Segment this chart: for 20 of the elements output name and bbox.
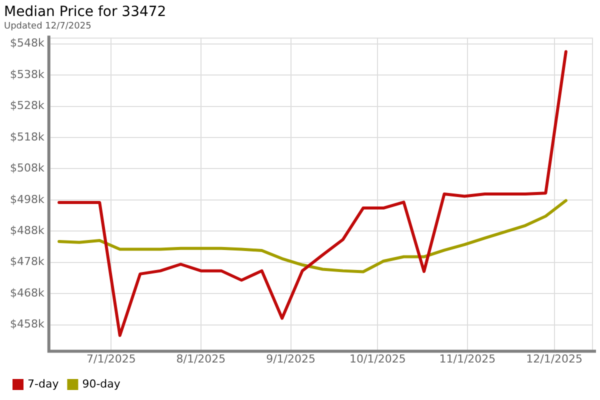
y-tick-label: $508k	[10, 162, 45, 175]
y-tick-label: $458k	[10, 318, 45, 331]
x-tick-label: 8/1/2025	[176, 352, 226, 366]
x-tick-label: 12/1/2025	[526, 352, 583, 366]
chart-subtitle: Updated 12/7/2025	[4, 22, 92, 32]
legend-label: 90-day	[82, 377, 121, 390]
y-tick-label: $538k	[10, 68, 45, 81]
chart-title: Median Price for 33472	[4, 4, 166, 20]
x-tick-label: 9/1/2025	[266, 352, 316, 366]
x-tick-label: 7/1/2025	[86, 352, 136, 366]
y-tick-label: $528k	[10, 99, 45, 112]
y-tick-label: $488k	[10, 224, 45, 238]
x-tick-label: 11/1/2025	[439, 352, 496, 366]
y-tick-label: $498k	[10, 192, 45, 206]
legend-label: 7-day	[28, 377, 60, 390]
x-tick-label: 10/1/2025	[349, 352, 406, 366]
y-tick-label: $468k	[10, 286, 45, 300]
y-tick-label: $478k	[10, 255, 45, 268]
y-tick-label: $518k	[10, 130, 45, 144]
y-tick-label: $548k	[10, 36, 45, 50]
